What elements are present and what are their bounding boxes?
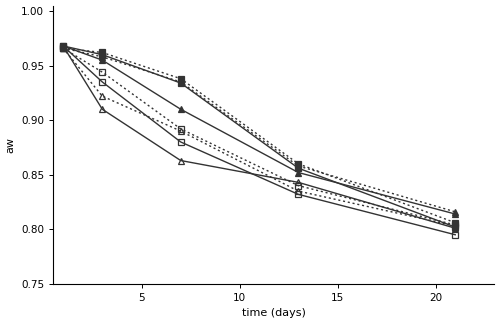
Y-axis label: aw: aw — [6, 137, 16, 153]
X-axis label: time (days): time (days) — [242, 308, 306, 318]
